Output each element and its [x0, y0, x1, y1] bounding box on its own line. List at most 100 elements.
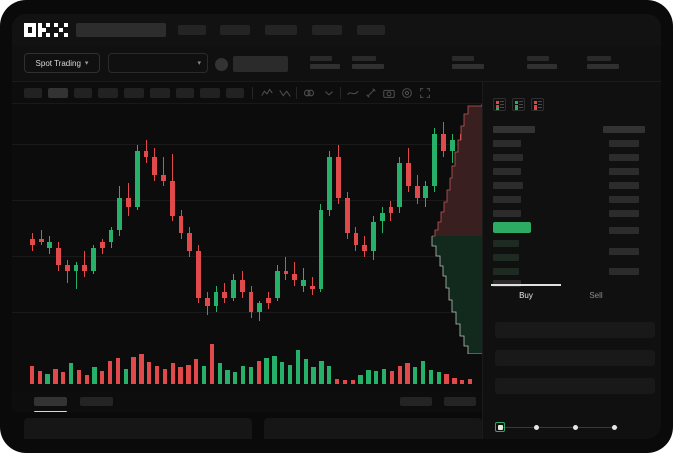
candle-body — [134, 151, 140, 207]
orderbook-both-icon[interactable] — [493, 98, 506, 111]
pair-select[interactable]: ▾ — [108, 53, 208, 73]
timeframe-8[interactable] — [226, 88, 244, 98]
stat-value — [527, 64, 557, 69]
nav-item-1[interactable] — [220, 25, 250, 35]
order-field-2[interactable] — [495, 378, 655, 394]
volume-bar — [350, 380, 355, 384]
slider-node-2[interactable] — [573, 424, 578, 430]
volume-bar — [366, 369, 371, 384]
orderbook-bid-row[interactable] — [493, 254, 519, 261]
orderbook-ask-row[interactable] — [493, 140, 521, 147]
orderbook-ask-row[interactable] — [493, 210, 521, 217]
trading-mode-select[interactable]: Spot Trading ▾ — [24, 53, 100, 73]
bottom-panel-0[interactable] — [24, 418, 252, 439]
orderbook-size-row — [609, 182, 639, 189]
nav-item-4[interactable] — [357, 25, 385, 35]
orderbook-ask-row[interactable] — [493, 196, 521, 203]
candle-body — [274, 271, 280, 298]
amount-percent-slider[interactable] — [495, 422, 623, 432]
tab-buy[interactable]: Buy — [519, 291, 533, 300]
volume-bar — [100, 371, 105, 384]
volume-bar — [303, 359, 308, 384]
volume-bar — [61, 372, 66, 384]
timeframe-7[interactable] — [200, 88, 220, 98]
bottom-action-0[interactable] — [400, 397, 432, 406]
volume-bar — [194, 359, 199, 384]
price-chart[interactable] — [12, 104, 482, 392]
volume-bar — [467, 378, 473, 384]
chevron-down-icon[interactable] — [322, 86, 336, 100]
orderbook-view-toggles — [493, 98, 544, 111]
stat-0 — [310, 56, 340, 69]
slider-node-0-active[interactable] — [495, 422, 505, 432]
orderbook-bid-row[interactable] — [493, 240, 519, 247]
candle-body — [143, 151, 149, 158]
timeframe-3[interactable] — [98, 88, 118, 98]
orderbook-ask-row[interactable] — [493, 154, 523, 161]
candle-body — [327, 157, 333, 210]
gridline — [12, 200, 482, 201]
volume-bar — [389, 371, 394, 384]
search-input[interactable] — [76, 23, 166, 37]
orderbook-bids-icon[interactable] — [512, 98, 525, 111]
nav-item-3[interactable] — [312, 25, 342, 35]
volume-bar — [256, 360, 261, 384]
volume-bar — [342, 380, 348, 384]
timeframe-4[interactable] — [124, 88, 144, 98]
orderbook-size-row — [609, 154, 639, 161]
slider-node-1[interactable] — [534, 424, 539, 430]
fullscreen-icon[interactable] — [418, 86, 432, 100]
chart-type-icon[interactable] — [260, 86, 274, 100]
bottom-tab-0[interactable] — [34, 397, 67, 406]
stat-1 — [352, 56, 384, 69]
order-field-1[interactable] — [495, 350, 655, 366]
magnet-icon[interactable] — [364, 86, 378, 100]
volume-bar — [108, 360, 113, 384]
orderbook-ask-row[interactable] — [493, 168, 521, 175]
candle-body — [117, 198, 123, 231]
okx-logo[interactable] — [24, 23, 68, 37]
volume-bar — [178, 367, 183, 384]
volume-bar — [280, 362, 285, 384]
order-field-0[interactable] — [495, 322, 655, 338]
nav-item-2[interactable] — [265, 25, 297, 35]
orderbook-and-trade-panel: Buy Sell — [482, 82, 661, 439]
tab-sell[interactable]: Sell — [589, 291, 603, 300]
candle-body — [64, 265, 70, 272]
volume-bar — [381, 368, 387, 384]
stat-label — [452, 56, 474, 61]
candle-body — [301, 280, 306, 286]
orderbook-ask-row[interactable] — [493, 182, 523, 189]
volume-bar — [147, 362, 152, 384]
orderbook-bid-row[interactable] — [493, 268, 519, 275]
line-chart-icon[interactable] — [346, 86, 360, 100]
bottom-panel-1[interactable] — [264, 418, 482, 439]
timeframe-5[interactable] — [150, 88, 170, 98]
timeframe-6[interactable] — [176, 88, 194, 98]
nav-item-0[interactable] — [178, 25, 206, 35]
toolbar-divider — [340, 87, 341, 99]
orderbook-asks-icon[interactable] — [531, 98, 544, 111]
volume-bar — [428, 369, 434, 384]
orderbook-bid-row[interactable] — [493, 280, 521, 287]
timeframe-1[interactable] — [48, 88, 68, 98]
orderbook-size-row — [609, 227, 639, 234]
volume-bar — [264, 358, 269, 384]
bottom-action-1[interactable] — [444, 397, 476, 406]
timeframe-0[interactable] — [24, 88, 42, 98]
indicators-icon[interactable] — [278, 86, 292, 100]
bottom-tab-1[interactable] — [80, 397, 113, 406]
slider-node-3[interactable] — [612, 424, 617, 430]
candle-body — [458, 139, 464, 163]
pair-info-bar: Spot Trading ▾ ▾ — [12, 46, 661, 82]
volume-bar — [154, 365, 160, 384]
buy-sell-tabs: Buy Sell — [491, 284, 631, 310]
camera-icon[interactable] — [382, 86, 396, 100]
stat-label — [527, 56, 549, 61]
compare-icon[interactable] — [302, 86, 316, 100]
stat-value — [352, 64, 384, 69]
settings-icon[interactable] — [400, 86, 414, 100]
candle-body — [423, 186, 429, 199]
timeframe-2[interactable] — [74, 88, 92, 98]
volume-bar — [452, 377, 457, 384]
